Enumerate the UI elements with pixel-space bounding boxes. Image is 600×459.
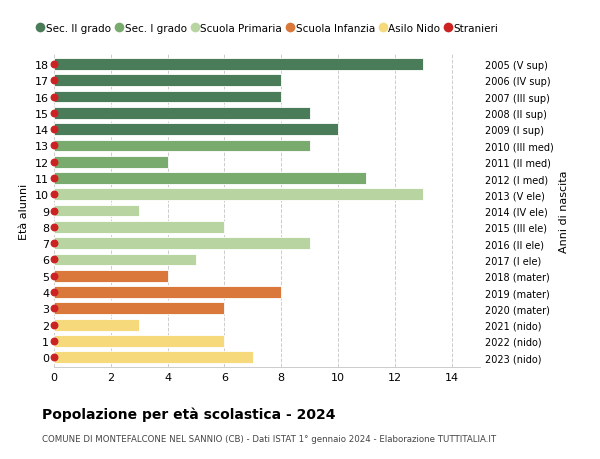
Y-axis label: Anni di nascita: Anni di nascita — [559, 170, 569, 252]
Bar — [54, 173, 367, 185]
Bar — [54, 189, 423, 201]
Bar — [54, 336, 224, 347]
Legend: Sec. II grado, Sec. I grado, Scuola Primaria, Scuola Infanzia, Asilo Nido, Stran: Sec. II grado, Sec. I grado, Scuola Prim… — [34, 20, 503, 38]
Point — [49, 289, 59, 296]
Bar — [54, 286, 281, 298]
Point — [49, 337, 59, 345]
Bar — [54, 91, 281, 103]
Point — [49, 61, 59, 68]
Bar — [54, 75, 281, 87]
Point — [49, 159, 59, 166]
Point — [49, 175, 59, 182]
Point — [49, 110, 59, 117]
Text: Popolazione per età scolastica - 2024: Popolazione per età scolastica - 2024 — [42, 406, 335, 421]
Bar — [54, 303, 224, 314]
Bar — [54, 254, 196, 266]
Point — [49, 94, 59, 101]
Bar — [54, 238, 310, 250]
Point — [49, 126, 59, 134]
Bar — [54, 205, 139, 217]
Point — [49, 142, 59, 150]
Point — [49, 354, 59, 361]
Bar — [54, 352, 253, 363]
Text: COMUNE DI MONTEFALCONE NEL SANNIO (CB) - Dati ISTAT 1° gennaio 2024 - Elaborazio: COMUNE DI MONTEFALCONE NEL SANNIO (CB) -… — [42, 434, 496, 443]
Bar — [54, 319, 139, 331]
Point — [49, 240, 59, 247]
Point — [49, 207, 59, 215]
Bar — [54, 108, 310, 119]
Bar — [54, 157, 167, 168]
Point — [49, 273, 59, 280]
Bar — [54, 140, 310, 152]
Point — [49, 78, 59, 85]
Point — [49, 321, 59, 329]
Point — [49, 305, 59, 312]
Bar — [54, 59, 423, 71]
Bar — [54, 270, 167, 282]
Bar — [54, 124, 338, 136]
Point — [49, 191, 59, 199]
Point — [49, 224, 59, 231]
Y-axis label: Età alunni: Età alunni — [19, 183, 29, 239]
Point — [49, 256, 59, 263]
Bar — [54, 222, 224, 233]
